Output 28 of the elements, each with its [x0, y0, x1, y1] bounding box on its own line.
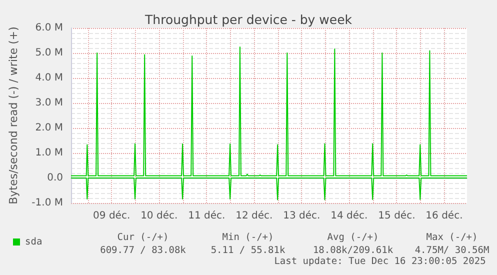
- text: 5.11 / 55.81k: [210, 245, 286, 256]
- text: Max (-/+): [426, 232, 478, 243]
- x-tick-label: 09 déc.: [93, 210, 130, 222]
- x-tick-label: 12 déc.: [236, 210, 273, 222]
- y-tick-label: 1.0 M: [35, 148, 63, 158]
- y-tick-label: 4.0 M: [35, 72, 63, 84]
- x-tick-label: 14 déc.: [330, 210, 368, 222]
- y-tick-label: 5.0 M: [35, 48, 63, 58]
- text: Min (-/+): [222, 232, 274, 243]
- x-tick-label: 11 déc.: [188, 210, 226, 222]
- x-tick-label: 10 déc.: [140, 210, 178, 222]
- y-tick-label: 0.0: [47, 172, 63, 184]
- text: 609.77 / 83.08k: [100, 245, 186, 256]
- x-tick-label: 13 déc.: [283, 210, 320, 222]
- chart-title: Throughput per device - by week: [144, 12, 353, 27]
- text: Avg (-/+): [327, 232, 379, 243]
- text: Cur (-/+): [117, 232, 169, 243]
- y-axis-title: Bytes/second read (-) / write (+): [7, 26, 20, 204]
- text: 4.75M/ 30.56M: [414, 245, 490, 256]
- x-tick-label: 15 déc.: [378, 210, 416, 222]
- y-tick-label: 2.0 M: [35, 122, 63, 134]
- y-tick-label: 3.0 M: [35, 98, 63, 108]
- y-tick-label: -1.0 M: [32, 198, 63, 208]
- x-tick-label: 16 déc.: [426, 210, 463, 222]
- legend-label: sda: [25, 236, 42, 248]
- y-tick-label: 6.0 M: [35, 22, 63, 34]
- text: 18.08k/209.61k: [312, 245, 394, 256]
- text: Last update: Tue Dec 16 23:00:05 2025: [274, 256, 486, 267]
